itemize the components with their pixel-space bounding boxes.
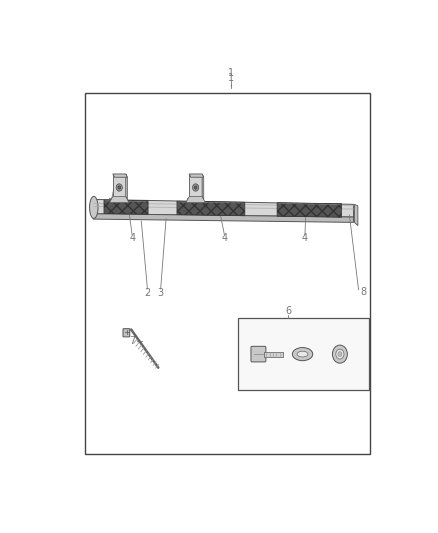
- Polygon shape: [354, 204, 358, 225]
- Polygon shape: [189, 174, 202, 197]
- Polygon shape: [277, 203, 342, 217]
- Bar: [238, 318, 369, 390]
- Text: 2: 2: [144, 288, 151, 297]
- Polygon shape: [113, 174, 126, 197]
- Polygon shape: [186, 197, 205, 203]
- Polygon shape: [202, 174, 204, 200]
- Text: 5: 5: [107, 198, 113, 208]
- Text: 8: 8: [360, 287, 366, 297]
- Polygon shape: [177, 201, 245, 216]
- Text: 3: 3: [158, 288, 164, 297]
- Text: 4: 4: [302, 233, 308, 243]
- Ellipse shape: [293, 348, 313, 361]
- Ellipse shape: [89, 196, 98, 219]
- Text: 1: 1: [228, 68, 234, 78]
- Polygon shape: [189, 174, 204, 177]
- Polygon shape: [93, 214, 353, 222]
- Polygon shape: [93, 199, 353, 217]
- FancyBboxPatch shape: [123, 329, 130, 337]
- Polygon shape: [104, 200, 148, 214]
- Polygon shape: [110, 197, 129, 203]
- Text: 5: 5: [185, 198, 191, 208]
- Circle shape: [336, 349, 344, 359]
- Bar: [85, 93, 371, 454]
- Polygon shape: [113, 174, 127, 177]
- Polygon shape: [126, 174, 127, 200]
- Text: 6: 6: [285, 306, 291, 317]
- Ellipse shape: [194, 186, 197, 189]
- Ellipse shape: [116, 184, 122, 191]
- Text: 4: 4: [129, 233, 135, 243]
- Ellipse shape: [118, 186, 120, 189]
- Text: 1: 1: [228, 73, 234, 83]
- FancyBboxPatch shape: [251, 346, 266, 362]
- Text: 4: 4: [222, 233, 227, 243]
- Circle shape: [338, 352, 342, 357]
- Ellipse shape: [193, 184, 199, 191]
- Circle shape: [332, 345, 347, 363]
- Bar: [264, 352, 283, 357]
- Text: 7: 7: [129, 336, 135, 345]
- Ellipse shape: [297, 351, 308, 357]
